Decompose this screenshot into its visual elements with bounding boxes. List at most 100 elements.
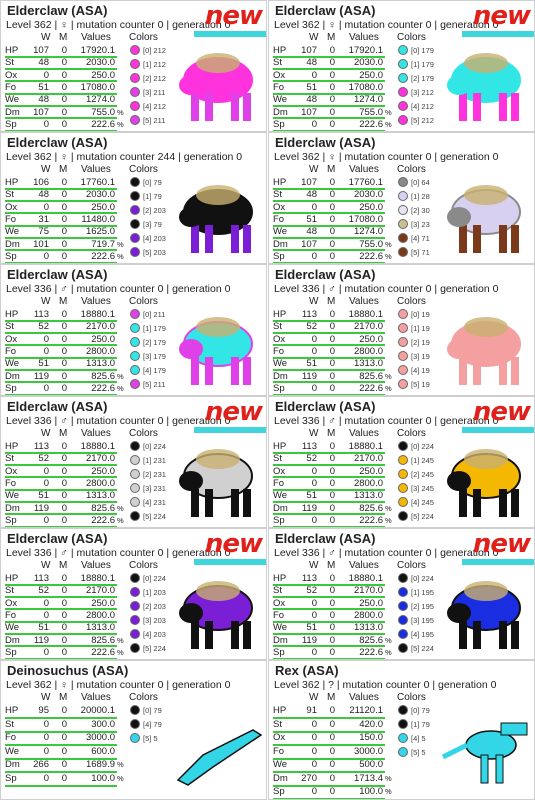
stat-underline (273, 596, 385, 599)
color-label: [0] 64 (411, 178, 430, 187)
creature-leg (231, 489, 239, 517)
color-label: [3] 245 (411, 484, 434, 493)
stat-underline (273, 513, 385, 516)
stat-underline (5, 261, 117, 263)
stat-name: We (273, 94, 288, 106)
stat-w: 51 (38, 358, 49, 370)
creature-image (179, 449, 253, 517)
stat-w: 91 (306, 705, 317, 716)
creature-card: Elderclaw (ASA) Level 362 | ♀ | mutation … (268, 0, 535, 132)
color-label: [3] 212 (411, 88, 434, 97)
stat-name: St (273, 57, 282, 69)
stat-name: Fo (273, 745, 285, 757)
color-swatch (130, 247, 140, 257)
stat-w: 48 (306, 189, 317, 201)
rex-head (500, 722, 528, 736)
creature-card: Elderclaw (ASA) Level 336 | ♂ | mutation … (268, 528, 535, 660)
color-label: [4] 212 (411, 102, 434, 111)
stat-w: 270 (301, 772, 317, 784)
column-header: Values (81, 692, 111, 703)
column-header: M (327, 560, 336, 571)
stat-m: 0 (329, 759, 335, 770)
stat-name: Sp (5, 250, 17, 262)
stat-underline (5, 92, 117, 95)
color-label: [0] 179 (411, 46, 434, 55)
stat-underline (273, 212, 385, 215)
creature-head (179, 603, 203, 623)
stat-m: 0 (61, 345, 67, 357)
stat-m: 0 (329, 477, 335, 489)
stat-underline (5, 513, 117, 516)
color-swatch (398, 323, 408, 333)
stat-m: 0 (329, 345, 335, 357)
creature-head (447, 207, 471, 227)
stat-unit: % (117, 239, 124, 249)
stat-underline (273, 55, 385, 58)
color-label: [5] 224 (411, 512, 434, 521)
stat-unit: % (385, 787, 392, 796)
color-label: [0] 224 (143, 574, 166, 583)
creature-head (179, 471, 203, 491)
stat-w: 0 (43, 609, 49, 621)
stat-name: HP (273, 441, 287, 452)
stat-underline (273, 620, 385, 623)
stat-name: St (5, 718, 14, 730)
stat-name: St (5, 57, 14, 69)
stat-w: 113 (33, 573, 49, 584)
column-header: Colors (129, 692, 158, 703)
stat-m: 0 (329, 453, 335, 465)
color-swatch (398, 719, 408, 729)
stat-w: 0 (43, 718, 49, 730)
color-label: [5] 224 (143, 644, 166, 653)
card-subtitle: Level 336 | ♂ | mutation counter 0 | gen… (6, 415, 231, 427)
rex-leg (495, 754, 504, 784)
color-label: [2] 212 (143, 74, 166, 83)
creature-leg (499, 357, 507, 385)
stat-m: 0 (329, 585, 335, 597)
stat-name: Ox (5, 201, 18, 213)
stat-name: St (273, 189, 282, 201)
stat-name: Sp (5, 646, 17, 658)
stat-w: 51 (306, 490, 317, 502)
stat-w: 51 (38, 490, 49, 502)
stat-value: 300.0 (91, 718, 115, 730)
color-label: [5] 19 (411, 380, 430, 389)
stat-m: 0 (329, 189, 335, 201)
column-header: Colors (397, 296, 426, 307)
stat-m: 0 (61, 69, 67, 81)
stat-value: 1313.0 (85, 622, 115, 634)
stat-m: 0 (61, 490, 67, 502)
color-swatch (398, 365, 408, 375)
stat-value: 222.6 (91, 514, 115, 526)
creature-head (179, 75, 203, 95)
stat-value: 18880.1 (80, 573, 115, 584)
stat-m: 0 (61, 465, 67, 477)
color-swatch (130, 497, 140, 507)
stat-name: Sp (5, 382, 17, 394)
stat-underline (273, 464, 385, 467)
stat-underline (273, 451, 385, 454)
stat-m: 0 (329, 201, 335, 213)
card-subtitle: Level 336 | ♂ | mutation counter 0 | gen… (274, 283, 499, 295)
stat-w: 113 (301, 573, 317, 584)
stat-m: 0 (329, 786, 335, 797)
rex-leg (480, 754, 489, 784)
stat-w: 48 (38, 189, 49, 201)
stat-name: Dm (273, 634, 288, 646)
stat-w: 51 (306, 213, 317, 225)
stat-name: We (273, 759, 288, 770)
creature-leg (459, 621, 467, 649)
stat-w: 0 (311, 732, 317, 743)
stat-name: Fo (5, 345, 17, 357)
color-swatch (130, 719, 140, 729)
stat-value: 825.6 (91, 502, 115, 514)
column-header: Colors (129, 428, 158, 439)
color-swatch (398, 601, 408, 611)
card-title: Elderclaw (ASA) (7, 399, 108, 414)
creature-leg (205, 225, 213, 253)
color-swatch (130, 615, 140, 625)
stat-name: We (273, 226, 288, 238)
stat-unit: % (385, 383, 392, 393)
stat-w: 0 (311, 759, 317, 770)
creature-leg (243, 489, 251, 517)
